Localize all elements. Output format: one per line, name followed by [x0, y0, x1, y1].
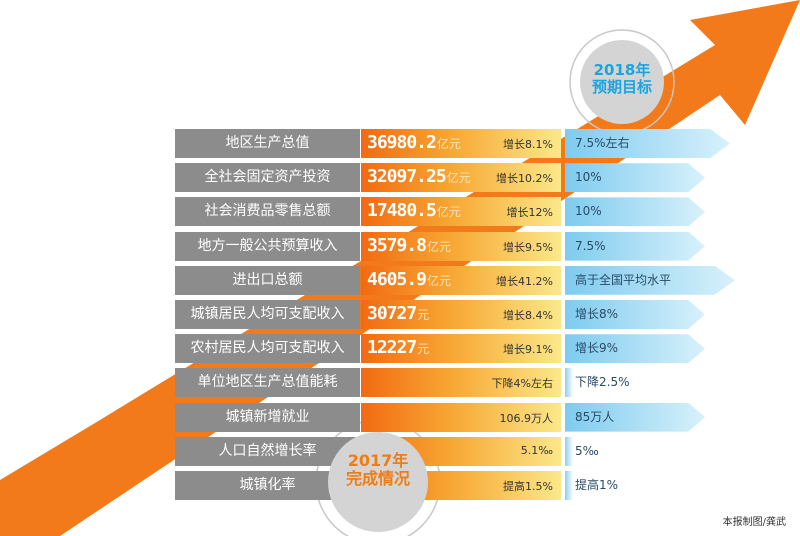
- target-2018: 10%: [565, 197, 705, 227]
- value-unit: 亿元: [446, 171, 471, 186]
- badge-year: 2018年: [593, 61, 651, 79]
- result-value: 17480.5亿元: [367, 200, 461, 221]
- growth-text: 增长8.1%: [503, 138, 553, 151]
- indicator-row: 城镇化率 提高1.5% 提高1%: [175, 471, 735, 500]
- growth-text: 下降4%左右: [491, 377, 553, 391]
- value-number: 12227: [367, 337, 417, 359]
- indicator-row: 单位地区生产总值能耗 下降4%左右 下降2.5%: [175, 368, 735, 398]
- growth-text: 提高1.5%: [503, 480, 553, 493]
- indicator-row: 人口自然增长率 5.1‰ 5‰: [175, 436, 735, 466]
- indicator-row: 进出口总额 4605.9亿元 增长41.2% 高于全国平均水平: [175, 265, 735, 295]
- indicator-label: 单位地区生产总值能耗: [175, 368, 360, 398]
- growth-text: 增长12%: [506, 206, 553, 220]
- target-2018: 下降2.5%: [565, 368, 705, 398]
- result-2017: 32097.25亿元 增长10.2%: [361, 163, 561, 193]
- indicator-label: 进出口总额: [175, 265, 360, 295]
- value-unit: 亿元: [427, 273, 452, 288]
- target-2018: 5‰: [565, 436, 705, 466]
- value-unit: 亿元: [436, 137, 461, 151]
- target-2018: 提高1%: [565, 471, 705, 500]
- value-unit: 元: [417, 308, 430, 322]
- target-2018: 高于全国平均水平: [565, 265, 735, 295]
- result-value: 36980.2亿元: [367, 132, 461, 153]
- credit: 本报制图/龚武: [722, 517, 786, 528]
- result-value: [367, 406, 368, 427]
- value-number: 36980.2: [367, 132, 437, 153]
- growth-text: 106.9万人: [499, 411, 554, 425]
- growth-text: 增长9.5%: [503, 240, 553, 254]
- value-number: 4605.9: [367, 268, 427, 290]
- target-2018: 7.5%: [565, 231, 705, 261]
- indicator-label: 社会消费品零售总额: [175, 197, 360, 227]
- target-2018: 10%: [565, 163, 705, 193]
- indicator-row: 社会消费品零售总额 17480.5亿元 增长12% 10%: [175, 197, 735, 227]
- indicator-row: 城镇新增就业 106.9万人 85万人: [175, 402, 735, 432]
- result-value: 12227元: [367, 337, 429, 358]
- growth-text: 增长10.2%: [496, 172, 553, 186]
- indicator-row: 城镇居民人均可支配收入 30727元 增长8.4% 增长8%: [175, 300, 735, 329]
- value-number: 3579.8: [367, 234, 427, 256]
- badge-2017-done: 2017年 完成情况: [328, 432, 428, 532]
- result-2017: 下降4%左右: [361, 368, 561, 398]
- growth-text: 增长9.1%: [503, 343, 553, 357]
- value-unit: 亿元: [436, 205, 461, 220]
- indicator-row: 地方一般公共预算收入 3579.8亿元 增长9.5% 7.5%: [175, 231, 735, 261]
- result-value: [367, 371, 368, 392]
- target-2018: 85万人: [565, 402, 705, 432]
- indicator-label: 城镇新增就业: [175, 402, 360, 432]
- result-value: 32097.25亿元: [367, 166, 471, 187]
- badge-year: 2017年: [347, 451, 409, 470]
- growth-text: 增长41.2%: [496, 274, 553, 288]
- indicator-label: 人口自然增长率: [175, 436, 360, 466]
- value-number: 32097.25: [367, 166, 447, 188]
- indicator-label: 农村居民人均可支配收入: [175, 334, 360, 364]
- indicator-row: 地区生产总值 36980.2亿元 增长8.1% 7.5%左右: [175, 129, 735, 158]
- target-2018: 增长9%: [565, 334, 705, 364]
- indicator-label: 全社会固定资产投资: [175, 163, 360, 193]
- indicator-row: 农村居民人均可支配收入 12227元 增长9.1% 增长9%: [175, 334, 735, 364]
- result-value: 4605.9亿元: [367, 269, 451, 290]
- indicator-row: 全社会固定资产投资 32097.25亿元 增长10.2% 10%: [175, 163, 735, 193]
- result-2017: 17480.5亿元 增长12%: [361, 197, 561, 227]
- result-value: 3579.8亿元: [367, 235, 451, 256]
- indicator-label: 地方一般公共预算收入: [175, 231, 360, 261]
- result-2017: 36980.2亿元 增长8.1%: [361, 129, 561, 158]
- growth-text: 5.1‰: [520, 443, 553, 457]
- badge-label: 完成情况: [345, 469, 410, 489]
- result-2017: 12227元 增长9.1%: [361, 334, 561, 364]
- badge-label: 预期目标: [591, 78, 652, 97]
- value-unit: 元: [417, 342, 430, 357]
- result-2017: 30727元 增长8.4%: [361, 300, 561, 329]
- value-number: 30727: [367, 303, 417, 324]
- result-2017: 106.9万人: [361, 402, 561, 432]
- badge-2018-target: 2018年 预期目标: [580, 40, 664, 124]
- growth-text: 增长8.4%: [503, 309, 553, 322]
- value-unit: 亿元: [427, 239, 452, 254]
- target-2018: 7.5%左右: [565, 129, 730, 158]
- result-2017: 3579.8亿元 增长9.5%: [361, 231, 561, 261]
- value-number: 17480.5: [367, 200, 437, 222]
- result-2017: 4605.9亿元 增长41.2%: [361, 265, 561, 295]
- result-value: 30727元: [367, 303, 429, 324]
- target-2018: 增长8%: [565, 300, 705, 329]
- indicator-label: 地区生产总值: [175, 129, 360, 158]
- indicator-label: 城镇居民人均可支配收入: [175, 300, 360, 329]
